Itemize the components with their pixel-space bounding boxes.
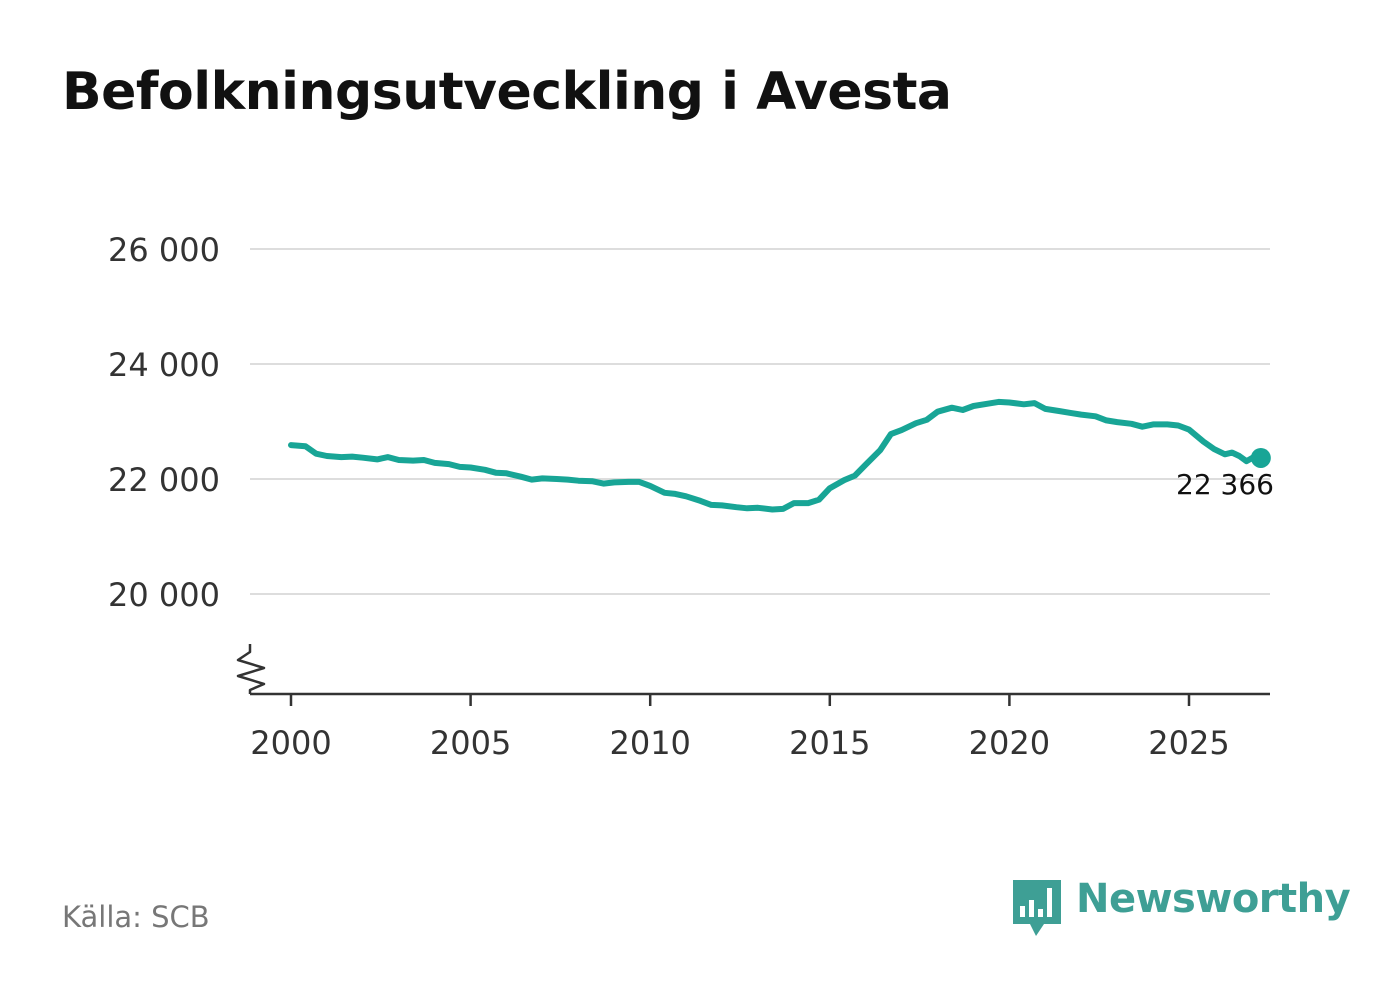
series-group: [288, 398, 1264, 513]
y-tick-label: 20 000: [108, 576, 220, 614]
end-value-label: 22 366: [1176, 468, 1274, 501]
x-tick-label: 2010: [609, 724, 690, 762]
axis-break-icon: [236, 644, 266, 694]
end-point-marker: [1250, 447, 1271, 468]
series-line-0: [288, 398, 1264, 513]
source-note: Källa: SCB: [62, 900, 210, 934]
chart-title: Befolkningsutveckling i Avesta: [62, 62, 952, 122]
line-chart: 20 000 22 000 24 000 26 000 2000 2005 2010 201…: [108, 231, 1274, 762]
x-tick-label: 2015: [789, 724, 870, 762]
x-tick-label: 2005: [430, 724, 511, 762]
y-axis-ticks: 20 000 22 000 24 000 26 000: [108, 231, 220, 614]
x-tick-label: 2000: [250, 724, 331, 762]
gridlines: [250, 248, 1270, 595]
brand-name: Newsworthy: [1076, 876, 1351, 922]
x-tick-label: 2020: [969, 724, 1050, 762]
axis-break-zigzag: [236, 644, 266, 694]
x-axis: 2000 2005 2010 2015 2020 2025: [250, 692, 1270, 762]
y-tick-label: 22 000: [108, 461, 220, 499]
brand-logo[interactable]: Newsworthy: [1010, 876, 1351, 940]
end-marker-group: 22 366: [1176, 447, 1274, 501]
bar-chart-speech-bubble-icon: [1013, 880, 1061, 936]
y-tick-label: 24 000: [108, 346, 220, 384]
x-tick-label: 2025: [1148, 724, 1229, 762]
y-tick-label: 26 000: [108, 231, 220, 269]
